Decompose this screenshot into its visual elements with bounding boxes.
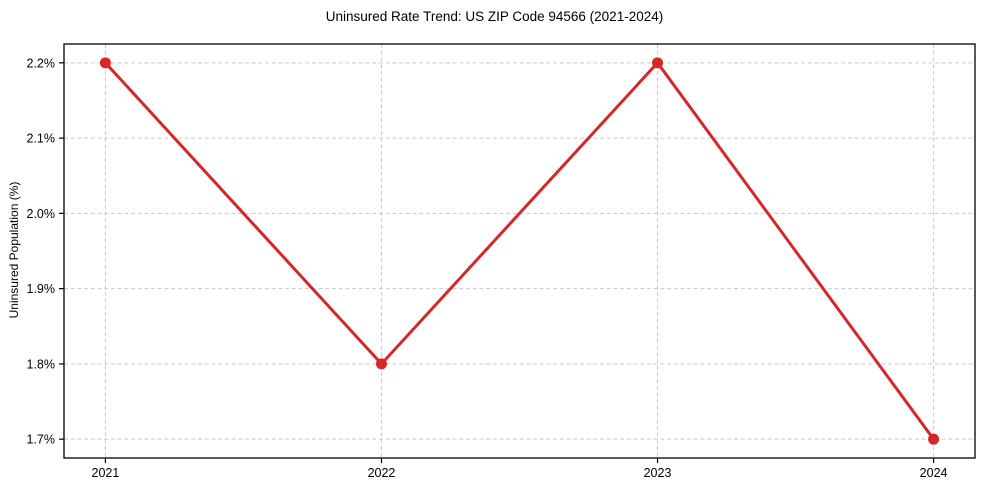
data-point-marker [99, 57, 111, 69]
data-point-marker [928, 433, 940, 445]
axes-frame [63, 43, 976, 459]
x-tick-label: 2023 [644, 466, 672, 480]
trend-line [103, 61, 936, 441]
y-tick-label: 1.8% [27, 357, 56, 371]
x-tick-label: 2021 [92, 466, 120, 480]
y-tick-label: 1.7% [27, 433, 56, 447]
y-tick-label: 2.2% [27, 56, 56, 70]
y-tick-label: 2.1% [27, 132, 56, 146]
y-tick-label: 2.0% [27, 207, 56, 221]
y-tick-label: 1.9% [27, 282, 56, 296]
data-point-marker [375, 358, 387, 370]
chart-title: Uninsured Rate Trend: US ZIP Code 94566 … [325, 9, 664, 24]
x-tick-label: 2024 [920, 466, 948, 480]
x-tick-label: 2022 [368, 466, 396, 480]
data-point-marker [652, 57, 664, 69]
